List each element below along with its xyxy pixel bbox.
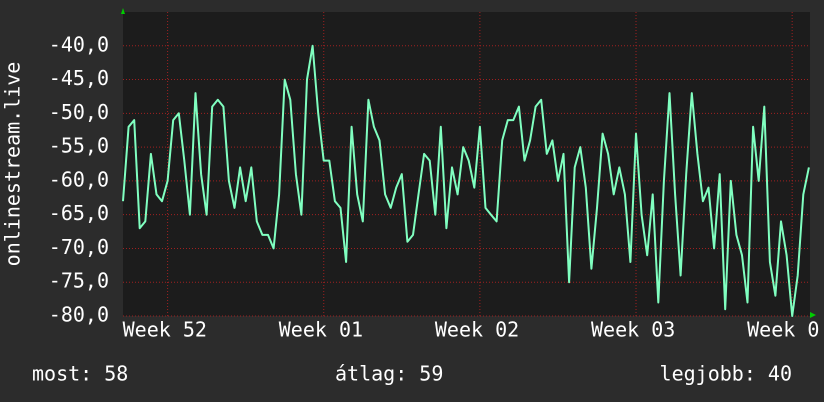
axis-arrow: [121, 8, 125, 14]
y-tick-label: -60,0: [49, 167, 109, 191]
x-tick-label: Week 03: [591, 318, 675, 342]
x-tick-label: Week 0: [747, 318, 819, 342]
y-axis-label: onlinestream.live: [1, 62, 25, 267]
x-tick-label: Week 02: [435, 318, 519, 342]
data-line: [122, 44, 810, 317]
y-tick-label: -75,0: [49, 269, 109, 293]
footer-average: átlag: 59: [335, 362, 443, 386]
y-tick-label: -80,0: [49, 303, 109, 327]
footer-current: most: 58: [32, 362, 128, 386]
axis-arrow: [810, 312, 816, 318]
y-tick-label: -40,0: [49, 32, 109, 56]
y-tick-label: -65,0: [49, 201, 109, 225]
y-tick-label: -70,0: [49, 235, 109, 259]
footer-best: legjobb: 40: [660, 362, 792, 386]
y-tick-label: -55,0: [49, 134, 109, 158]
x-tick-label: Week 52: [123, 318, 207, 342]
y-tick-label: -45,0: [49, 66, 109, 90]
plot-area: [123, 12, 810, 316]
x-tick-label: Week 01: [279, 318, 363, 342]
y-tick-label: -50,0: [49, 100, 109, 124]
